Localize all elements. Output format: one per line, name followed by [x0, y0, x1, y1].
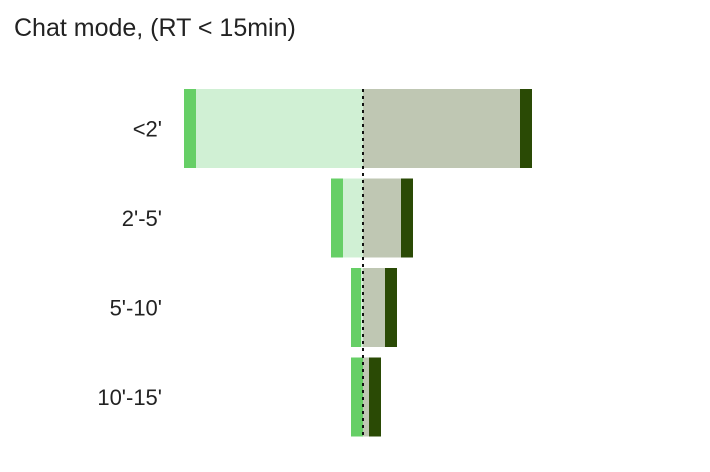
category-labels: <2' 2'-5' 5'-10' 10'-15': [97, 117, 162, 411]
bar-right-inner-3: [363, 357, 369, 437]
bar-left-inner-0: [196, 89, 363, 168]
bar-right-outer-0: [520, 89, 532, 168]
bars-group: [184, 89, 532, 437]
category-label-0: <2': [133, 117, 162, 142]
bar-right-outer-1: [401, 178, 413, 258]
category-label-1: 2'-5': [122, 206, 162, 231]
bar-left-outer-3: [351, 357, 363, 437]
bar-right-inner-2: [363, 268, 385, 347]
category-label-2: 5'-10': [110, 296, 162, 321]
bar-right-outer-2: [385, 268, 397, 347]
bar-left-outer-1: [331, 178, 343, 258]
bar-right-outer-3: [369, 357, 381, 437]
chart-title: Chat mode, (RT < 15min): [14, 14, 296, 42]
bar-right-inner-1: [363, 178, 401, 258]
category-label-3: 10'-15': [97, 385, 162, 410]
bar-right-inner-0: [363, 89, 520, 168]
bar-left-outer-0: [184, 89, 196, 168]
bar-left-outer-2: [351, 268, 361, 347]
bar-left-inner-1: [343, 178, 363, 258]
